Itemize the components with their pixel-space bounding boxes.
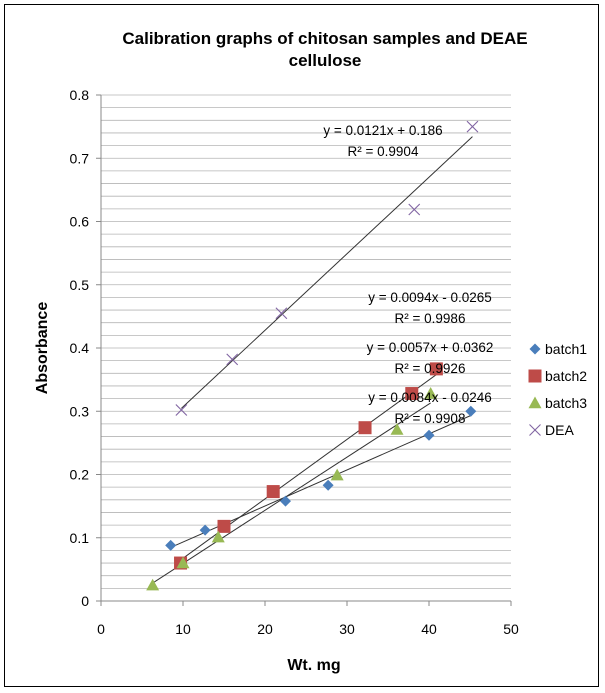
data-point <box>424 387 438 399</box>
legend-label: batch3 <box>545 395 587 411</box>
y-tick-label: 0.3 <box>70 403 90 419</box>
data-point <box>405 387 419 401</box>
y-tick-label: 0 <box>81 593 89 609</box>
data-point <box>358 421 372 435</box>
data-point <box>280 495 291 507</box>
legend-item-batch2: batch2 <box>528 368 587 384</box>
axes: 0 0.1 0.2 0.3 0.4 0.5 0.6 0.7 0.8 0 10 20 30 40 50 <box>70 87 519 637</box>
data-point <box>217 519 231 533</box>
r-squared-dea: R² = 0.9904 <box>348 144 419 159</box>
data-point <box>390 423 404 435</box>
data-point <box>199 524 211 536</box>
data-point <box>408 203 421 216</box>
legend-item-dea: DEA <box>529 422 574 438</box>
x-axis-title: Wt. mg <box>287 657 340 674</box>
chart-title: Calibration graphs of chitosan samples a… <box>122 29 527 70</box>
legend-label: batch2 <box>545 368 587 384</box>
equation-batch1: y = 0.0057x + 0.0362 <box>367 340 494 355</box>
chart-title-line-2: cellulose <box>289 51 362 70</box>
data-point <box>165 539 177 551</box>
r-squared-batch2: R² = 0.9986 <box>395 311 466 326</box>
y-tick-label: 0.4 <box>70 340 90 356</box>
data-points <box>146 120 479 591</box>
y-tick-label: 0.5 <box>70 277 90 293</box>
y-tick-label: 0.1 <box>70 530 90 546</box>
trendline-batch3 <box>152 402 431 584</box>
data-point <box>429 362 443 376</box>
data-point <box>211 530 225 543</box>
gridlines <box>101 94 511 589</box>
trendline-dea <box>181 136 473 409</box>
data-point <box>266 485 280 499</box>
data-point <box>176 556 190 569</box>
data-point <box>330 468 344 481</box>
data-point <box>146 578 160 591</box>
legend-label: DEA <box>545 422 574 438</box>
data-point <box>423 429 435 441</box>
legend-item-batch3: batch3 <box>528 395 587 411</box>
data-point <box>275 307 288 320</box>
legend-marker <box>528 396 542 409</box>
series-batch3 <box>146 387 438 591</box>
r-squared-batch3: R² = 0.9908 <box>395 411 466 426</box>
series-batch1 <box>165 405 477 551</box>
data-point <box>466 120 479 133</box>
data-point <box>175 404 188 416</box>
legend: batch1 batch2 batch3 DEA <box>528 341 587 438</box>
x-tick-label: 30 <box>339 621 355 637</box>
y-axis-title: Absorbance <box>34 302 51 395</box>
trendline-equations: y = 0.0057x + 0.0362 R² = 0.9926 y = 0.009… <box>323 123 493 426</box>
legend-label: batch1 <box>545 341 587 357</box>
legend-marker <box>528 369 542 383</box>
x-tick-label: 20 <box>257 621 273 637</box>
series-dea <box>175 120 479 416</box>
x-tick-label: 50 <box>503 621 519 637</box>
data-point <box>322 479 334 491</box>
y-tick-label: 0.6 <box>70 214 90 230</box>
x-tick-label: 40 <box>421 621 437 637</box>
x-tick-label: 0 <box>97 621 105 637</box>
trendlines <box>152 136 473 584</box>
r-squared-batch1: R² = 0.9926 <box>395 361 466 376</box>
y-tick-label: 0.2 <box>70 467 90 483</box>
legend-marker <box>529 343 541 355</box>
equation-batch2: y = 0.0094x - 0.0265 <box>368 290 491 305</box>
legend-item-batch1: batch1 <box>529 341 587 357</box>
chart-title-line-1: Calibration graphs of chitosan samples a… <box>122 29 527 48</box>
y-tick-label: 0.8 <box>70 87 90 103</box>
chart-frame <box>4 4 599 687</box>
equation-batch3: y = 0.0084x - 0.0246 <box>368 390 491 405</box>
y-tick-label: 0.7 <box>70 150 90 166</box>
data-point <box>465 405 477 417</box>
x-tick-label: 10 <box>175 621 191 637</box>
legend-marker <box>529 424 541 436</box>
equation-dea: y = 0.0121x + 0.186 <box>323 123 442 138</box>
data-point <box>226 353 239 366</box>
